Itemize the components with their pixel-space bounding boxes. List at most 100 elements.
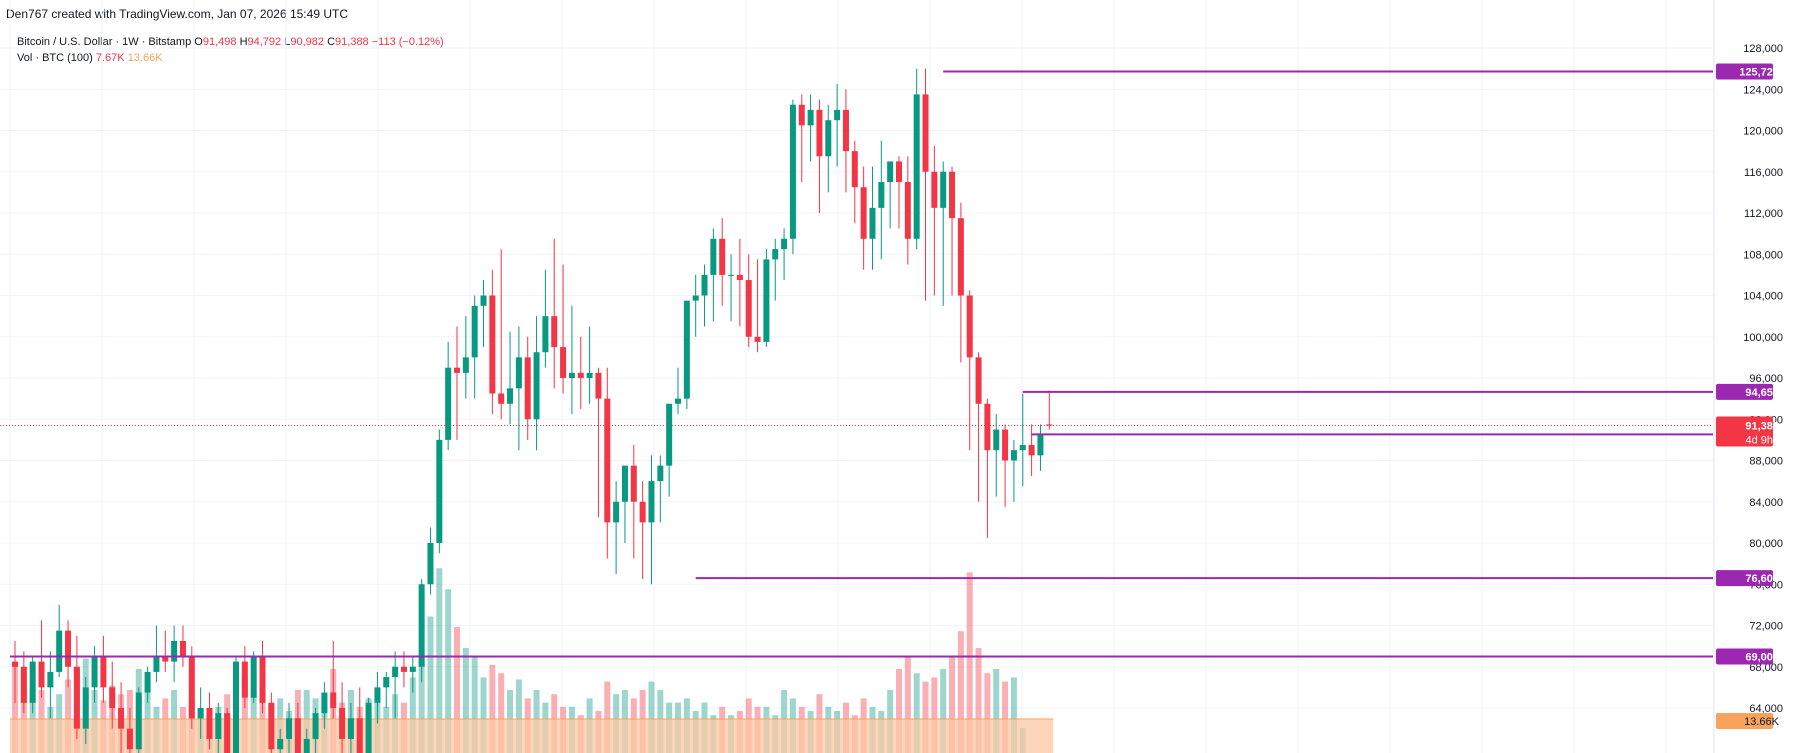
candle-body	[418, 584, 425, 667]
candle-body	[568, 372, 575, 378]
candle-body	[763, 259, 770, 342]
candle-body	[922, 94, 929, 172]
candle-body	[993, 429, 1000, 451]
change-value: −113 (−0.12%)	[371, 36, 444, 48]
candle-body	[745, 280, 752, 337]
price-tick-label: 68,000	[1749, 662, 1783, 674]
candle-body	[949, 171, 956, 219]
candle-body	[330, 692, 337, 708]
price-tick-label: 100,000	[1743, 332, 1783, 344]
volume-value: 7.67K	[95, 52, 125, 64]
candle-body	[12, 661, 18, 667]
candle-body	[940, 171, 947, 208]
candle-body	[816, 109, 823, 157]
volume-bar	[436, 568, 443, 753]
level-price-badge	[1716, 383, 1773, 400]
candle-body	[454, 367, 460, 373]
candle-body	[754, 336, 761, 342]
candle-body	[436, 439, 443, 543]
price-tick-label: 128,000	[1743, 43, 1783, 55]
high-value: 94,792	[247, 36, 282, 48]
candle-body	[966, 295, 973, 358]
price-tick-label: 116,000	[1744, 167, 1783, 179]
candle-body	[179, 640, 186, 657]
price-tick-label: 80,000	[1749, 538, 1783, 550]
candle-body	[303, 738, 310, 753]
candle-body	[427, 543, 434, 585]
candle-body	[445, 367, 452, 440]
price-tick-label: 72,000	[1749, 621, 1783, 633]
volume-bar	[957, 631, 964, 753]
candle-body	[29, 661, 36, 703]
last-price-label: 91,388	[1745, 421, 1779, 433]
candle-body	[356, 718, 363, 753]
candle-body	[896, 161, 902, 183]
volume-bar	[418, 660, 425, 753]
candle-body	[984, 403, 991, 451]
candle-body	[639, 501, 646, 523]
candle-body	[400, 666, 407, 672]
volume-legend-row: Vol · BTC (100) 7.67K 13.66K	[17, 50, 444, 66]
candle-body	[20, 666, 27, 703]
candle-body	[807, 109, 814, 126]
candle-body	[392, 666, 399, 678]
volume-ma-area	[10, 719, 1054, 753]
candle-body	[560, 347, 567, 378]
candle-body	[595, 372, 602, 399]
candle-body	[188, 656, 195, 719]
volume-bar	[462, 648, 469, 753]
open-value: 91,498	[202, 36, 237, 48]
volume-bar	[489, 664, 496, 753]
price-tick-label: 112,000	[1744, 208, 1783, 220]
price-tick-label: 108,000	[1743, 249, 1783, 261]
last-price-badge	[1716, 416, 1773, 447]
volume-bar	[65, 679, 72, 753]
candle-body	[339, 708, 346, 739]
volume-bar	[931, 677, 938, 753]
chart-legend: Bitcoin / U.S. Dollar · 1W · Bitstamp O9…	[17, 34, 444, 66]
volume-bar	[896, 669, 902, 753]
bar-countdown-label: 4d 9h	[1745, 435, 1773, 447]
volume-bar	[471, 656, 478, 753]
volume-ma-badge	[1716, 713, 1773, 729]
price-tick-label: 64,000	[1749, 703, 1783, 715]
candle-body	[524, 357, 531, 420]
candle-body	[1010, 450, 1017, 461]
candle-body	[701, 274, 708, 296]
candle-body	[489, 295, 496, 394]
candle-body	[1028, 445, 1035, 456]
level-price-label: 69,000	[1745, 651, 1779, 663]
level-price-label: 94,652	[1745, 387, 1779, 399]
candle-body	[728, 274, 735, 276]
candle-body	[73, 666, 80, 729]
candle-body	[621, 465, 628, 502]
candle-body	[82, 687, 89, 729]
candle-body	[224, 713, 231, 753]
candle-body	[100, 656, 107, 688]
volume-bar	[604, 681, 611, 753]
candle-body	[1046, 424, 1053, 426]
candle-body	[666, 403, 673, 466]
candle-body	[277, 738, 284, 750]
candle-body	[719, 238, 726, 275]
symbol-label[interactable]: Bitcoin / U.S. Dollar · 1W · Bitstamp	[17, 36, 192, 48]
candle-body	[171, 640, 178, 662]
volume-label[interactable]: Vol · BTC (100)	[17, 52, 93, 64]
candle-body	[887, 161, 894, 183]
candle-body	[1037, 434, 1044, 456]
candle-body	[409, 666, 416, 672]
candle-body	[480, 295, 487, 306]
volume-bar	[498, 673, 505, 753]
candle-body	[515, 357, 522, 389]
candle-body	[312, 713, 319, 739]
candle-body	[604, 398, 611, 523]
candle-body	[1002, 429, 1009, 461]
volume-bar	[1002, 681, 1009, 753]
candle-body	[153, 656, 160, 672]
candle-body	[542, 316, 549, 353]
candle-body	[904, 182, 911, 239]
price-tick-label: 120,000	[1743, 126, 1783, 138]
volume-bar	[1010, 677, 1017, 753]
candle-body	[126, 728, 133, 750]
